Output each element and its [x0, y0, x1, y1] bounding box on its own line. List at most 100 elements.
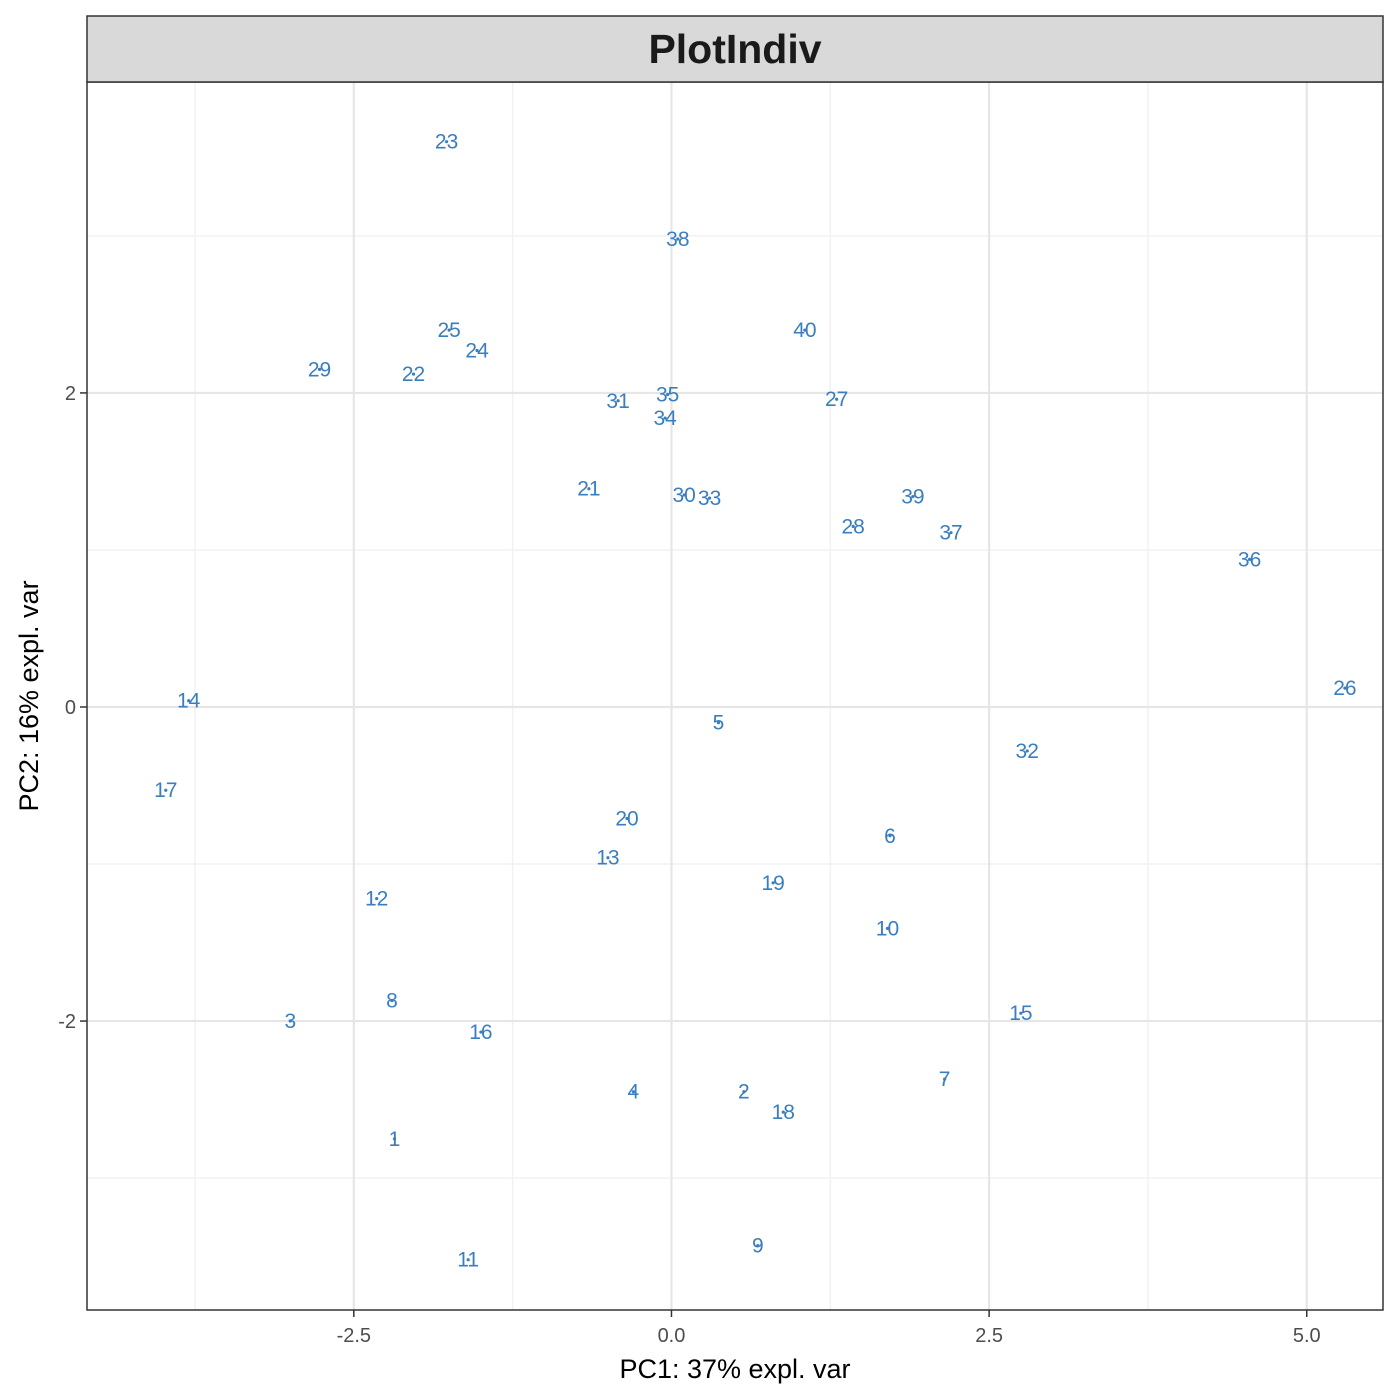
point-label: 40 — [793, 319, 816, 342]
point-label: 20 — [615, 807, 638, 830]
point-label: 16 — [469, 1021, 492, 1044]
data-point: 4 — [628, 1081, 640, 1104]
point-label: 28 — [841, 515, 864, 538]
data-point: 26 — [1333, 677, 1356, 700]
point-marker — [616, 399, 620, 403]
data-point: 40 — [793, 319, 816, 342]
point-label: 23 — [435, 131, 458, 154]
point-marker — [606, 856, 610, 860]
data-point: 23 — [435, 131, 458, 154]
point-label: 25 — [437, 319, 460, 342]
point-marker — [716, 721, 721, 725]
facet-strip — [86, 15, 1384, 83]
point-marker — [666, 392, 670, 397]
point-label: 19 — [761, 872, 784, 895]
panel-border — [86, 81, 1384, 1311]
data-point: 8 — [386, 990, 398, 1013]
point-marker — [187, 699, 191, 703]
point-label: 11 — [457, 1249, 479, 1272]
point-label: 37 — [939, 522, 962, 545]
point-label: 31 — [606, 390, 629, 413]
data-point: 1 — [389, 1128, 401, 1151]
point-marker — [756, 1244, 760, 1248]
data-point: 37 — [939, 522, 962, 545]
point-marker — [390, 999, 394, 1003]
y-tick-label: -2 — [58, 1011, 76, 1033]
point-label: 39 — [901, 486, 924, 509]
point-label: 21 — [577, 478, 600, 501]
point-label: 17 — [154, 779, 177, 802]
data-point: 20 — [615, 807, 638, 830]
data-point: 17 — [154, 779, 177, 802]
point-marker — [663, 416, 667, 420]
point-label: 22 — [402, 363, 425, 386]
data-point: 15 — [1009, 1002, 1032, 1025]
point-label: 3 — [284, 1010, 296, 1033]
point-marker — [447, 328, 451, 332]
data-point: 7 — [939, 1068, 951, 1091]
point-marker — [885, 926, 890, 931]
point-marker — [164, 788, 168, 792]
point-marker — [444, 140, 449, 144]
point-label: 33 — [698, 487, 721, 510]
y-axis-title: PC2: 16% expl. var — [14, 580, 44, 811]
data-point: 35 — [656, 383, 679, 406]
data-point: 14 — [177, 690, 201, 713]
data-point: 36 — [1238, 548, 1261, 571]
point-label: 10 — [876, 917, 899, 940]
point-label: 2 — [738, 1081, 750, 1104]
data-point: 24 — [465, 340, 489, 363]
point-marker — [1247, 557, 1252, 561]
x-tick-label: 2.5 — [975, 1325, 1003, 1347]
y-tick-label: 0 — [65, 697, 76, 719]
point-marker — [317, 367, 322, 371]
x-tick-label: 5.0 — [1293, 1325, 1321, 1347]
point-label: 38 — [666, 228, 689, 251]
point-label: 13 — [596, 847, 619, 870]
point-marker — [479, 1030, 483, 1034]
point-marker — [851, 524, 855, 529]
y-tick-label: 2 — [65, 383, 76, 405]
x-axis-ticks: -2.5 0.0 2.5 5.0 — [337, 1310, 1321, 1347]
data-point: 34 — [653, 407, 677, 430]
point-marker — [466, 1258, 470, 1262]
point-marker — [1019, 1011, 1023, 1015]
data-point: 22 — [402, 363, 425, 386]
point-marker — [475, 348, 479, 353]
data-point: 38 — [666, 228, 689, 251]
major-gridlines — [87, 82, 1383, 1310]
point-label: 24 — [465, 340, 489, 363]
point-label: 32 — [1016, 740, 1039, 763]
data-point: 39 — [901, 486, 924, 509]
minor-gridlines — [87, 82, 1383, 1310]
data-point: 2 — [738, 1081, 750, 1104]
point-label: 8 — [386, 990, 398, 1013]
point-label: 15 — [1009, 1002, 1032, 1025]
data-point: 13 — [596, 847, 619, 870]
data-point: 10 — [876, 917, 899, 940]
point-marker — [682, 493, 686, 497]
data-point: 31 — [606, 390, 629, 413]
point-marker — [1025, 749, 1029, 753]
x-tick-label: -2.5 — [337, 1325, 371, 1347]
data-point: 28 — [841, 515, 864, 538]
data-point: 11 — [457, 1249, 479, 1272]
point-marker — [392, 1137, 397, 1141]
data-point: 6 — [884, 825, 896, 848]
data-point: 30 — [672, 484, 695, 507]
facet-title: PlotIndiv — [648, 26, 821, 72]
point-label: 34 — [653, 407, 677, 430]
point-marker — [949, 531, 953, 535]
point-marker — [631, 1090, 635, 1094]
point-label: 27 — [825, 388, 848, 411]
data-point: 25 — [437, 319, 460, 342]
data-point: 29 — [308, 358, 331, 381]
data-point: 33 — [698, 487, 721, 510]
x-axis-title: PC1: 37% expl. var — [619, 1354, 850, 1384]
data-point: 9 — [752, 1235, 764, 1258]
data-point: 21 — [577, 478, 600, 501]
point-marker — [676, 237, 680, 241]
point-marker — [411, 372, 416, 376]
y-axis-ticks: -2 0 2 — [58, 383, 87, 1033]
